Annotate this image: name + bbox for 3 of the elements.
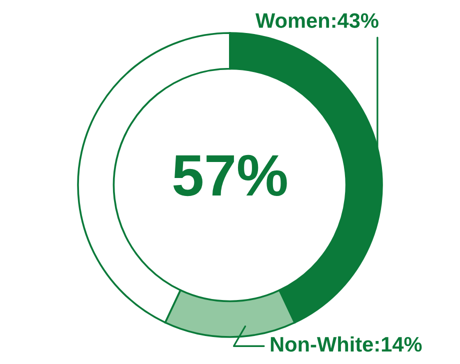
text: 57%	[173, 154, 287, 196]
slice-label: Non-White:14%	[270, 336, 422, 352]
slice-label: Women:43%	[255, 13, 378, 28]
